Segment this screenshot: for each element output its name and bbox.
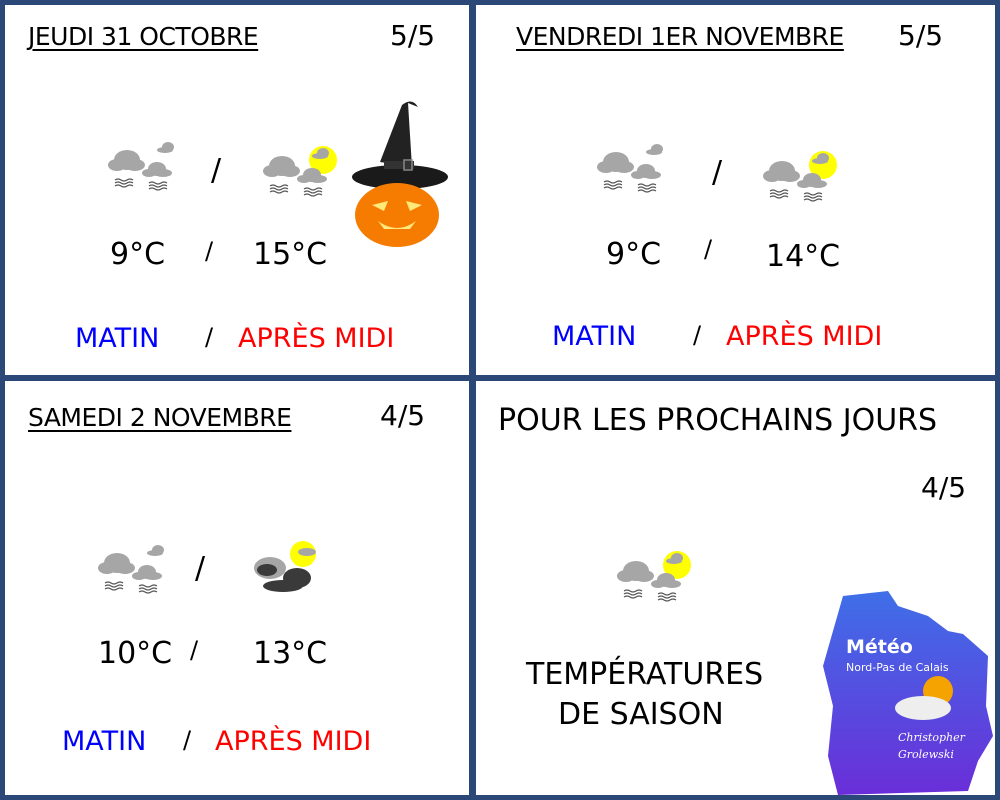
logo-subtitle: Nord-Pas de Calais: [846, 661, 949, 674]
dark-cloud-sun-icon: [254, 541, 316, 592]
fog-cloud-sun-icon: [616, 551, 691, 602]
halloween-pumpkin-icon: [352, 101, 448, 247]
fog-cloud-icon: [97, 544, 165, 594]
meteo-logo: Météo Nord-Pas de Calais Christopher Gro…: [818, 586, 993, 795]
morning-label: MATIN: [75, 323, 160, 354]
day-title: VENDREDI 1ER NOVEMBRE: [516, 22, 844, 51]
day-panel-saturday: SAMEDI 2 NOVEMBRE 4/5 / 10°C / 13°C MATI…: [5, 381, 469, 795]
afternoon-temp: 15°C: [253, 237, 328, 272]
afternoon-temp: 13°C: [253, 636, 328, 671]
day-score: 5/5: [390, 19, 436, 52]
day-score: 4/5: [380, 399, 426, 432]
temp-separator: /: [704, 235, 713, 263]
fog-cloud-sun-icon: [762, 151, 837, 202]
morning-temp: 9°C: [606, 237, 662, 272]
fog-cloud-sun-icon: [262, 146, 337, 197]
morning-temp: 9°C: [110, 237, 166, 272]
morning-temp: 10°C: [98, 636, 173, 671]
logo-author-1: Christopher: [898, 731, 965, 744]
afternoon-temp: 14°C: [766, 239, 841, 274]
outlook-panel: POUR LES PROCHAINS JOURS 4/5 TEMPÉRATURE…: [476, 381, 995, 795]
outlook-title: POUR LES PROCHAINS JOURS: [498, 403, 938, 438]
afternoon-label: APRÈS MIDI: [215, 726, 372, 757]
label-separator: /: [693, 321, 702, 349]
logo-author-2: Grolewski: [898, 748, 954, 761]
outlook-line-2: DE SAISON: [558, 697, 724, 732]
afternoon-label: APRÈS MIDI: [238, 323, 395, 354]
outlook-line-1: TEMPÉRATURES: [526, 657, 764, 692]
label-separator: /: [183, 726, 192, 754]
icon-separator: /: [211, 153, 222, 188]
day-panel-thursday: JEUDI 31 OCTOBRE 5/5 / 9°C / 15°C MATIN …: [5, 5, 469, 375]
label-separator: /: [205, 323, 214, 351]
morning-label: MATIN: [552, 321, 637, 352]
icon-separator: /: [712, 155, 723, 190]
outlook-score: 4/5: [921, 471, 967, 504]
day-title: SAMEDI 2 NOVEMBRE: [28, 403, 292, 432]
morning-label: MATIN: [62, 726, 147, 757]
day-panel-friday: VENDREDI 1ER NOVEMBRE 5/5 / 9°C / 14°C M…: [476, 5, 995, 375]
fog-cloud-icon: [107, 141, 175, 191]
temp-separator: /: [190, 636, 199, 664]
logo-title: Météo: [846, 636, 913, 658]
temp-separator: /: [205, 237, 214, 265]
icon-separator: /: [195, 551, 206, 586]
day-title: JEUDI 31 OCTOBRE: [28, 22, 259, 51]
afternoon-label: APRÈS MIDI: [726, 321, 883, 352]
fog-cloud-icon: [596, 143, 664, 193]
day-score: 5/5: [898, 19, 944, 52]
